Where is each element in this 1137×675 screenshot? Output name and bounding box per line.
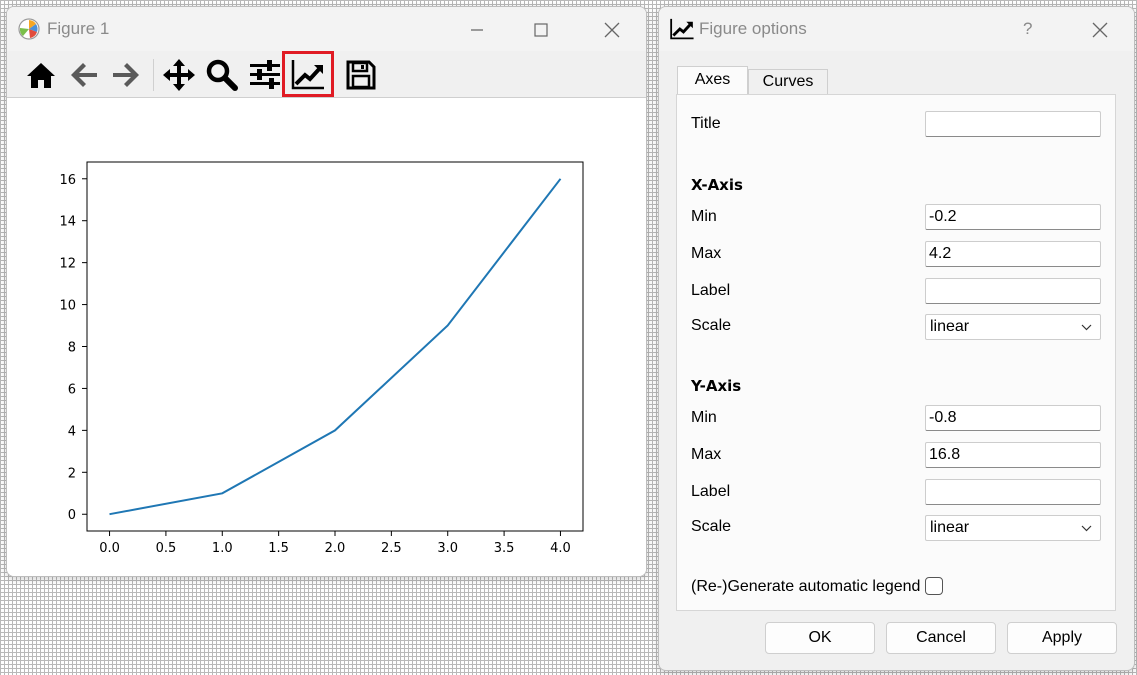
title-input[interactable] — [925, 111, 1101, 137]
highlight-box — [282, 51, 334, 97]
back-arrow-icon[interactable] — [66, 57, 102, 93]
x-tick-label: 3.5 — [494, 541, 515, 556]
plot-canvas[interactable]: 0.0 0.5 1.0 1.5 2.0 2.5 3.0 3.5 4.0 0 2 4 6 8 10 12 14 16 — [7, 98, 646, 576]
x-tick-label: 1.0 — [212, 541, 233, 556]
close-button[interactable] — [589, 15, 635, 45]
y-tick-label: 12 — [59, 257, 76, 272]
y-scale-label: Scale — [691, 518, 732, 535]
x-scale-value: linear — [930, 318, 970, 335]
y-max-input[interactable]: 16.8 — [925, 442, 1101, 468]
y-tick-label: 6 — [68, 382, 76, 397]
options-window-title: Figure options — [699, 19, 807, 38]
close-button[interactable] — [1077, 15, 1123, 45]
options-titlebar: Figure options ? — [659, 7, 1134, 51]
axes-frame — [86, 161, 584, 532]
x-tick-label: 0.5 — [156, 541, 177, 556]
chevron-down-icon — [1081, 525, 1092, 532]
y-label-input[interactable] — [925, 479, 1101, 505]
zoom-icon[interactable] — [204, 57, 240, 93]
x-scale-select[interactable]: linear — [925, 314, 1101, 340]
y-tick-label: 2 — [68, 466, 76, 481]
x-tick-label: 4.0 — [550, 541, 571, 556]
line-chart: 0.0 0.5 1.0 1.5 2.0 2.5 3.0 3.5 4.0 0 2 4 6 8 10 12 14 16 — [59, 161, 584, 556]
axes-tab-panel: Title X-Axis Min -0.2 Max 4.2 Label Scal… — [676, 94, 1116, 611]
y-tick-label: 14 — [59, 215, 76, 230]
x-min-label: Min — [691, 208, 717, 225]
tab-curves[interactable]: Curves — [748, 69, 828, 95]
home-icon[interactable] — [23, 57, 59, 93]
subplots-config-icon[interactable] — [247, 57, 283, 93]
figure-window: Figure 1 — [6, 6, 647, 577]
x-tick-label: 3.0 — [437, 541, 458, 556]
help-button[interactable]: ? — [1023, 19, 1033, 38]
forward-arrow-icon[interactable] — [108, 57, 144, 93]
y-tick-label: 0 — [68, 508, 76, 523]
legend-checkbox[interactable] — [925, 577, 943, 595]
apply-button[interactable]: Apply — [1007, 622, 1117, 654]
chevron-down-icon — [1081, 324, 1092, 331]
y-label-label: Label — [691, 483, 731, 500]
edit-axis-icon — [669, 18, 695, 44]
x-tick-label: 2.0 — [325, 541, 346, 556]
x-min-input[interactable]: -0.2 — [925, 204, 1101, 230]
y-scale-value: linear — [930, 519, 970, 536]
x-scale-label: Scale — [691, 317, 732, 334]
series-line-0 — [109, 178, 562, 516]
x-max-label: Max — [691, 245, 722, 262]
title-label: Title — [691, 115, 721, 132]
y-axis-heading: Y-Axis — [691, 377, 742, 395]
edit-axis-icon[interactable] — [290, 57, 326, 93]
y-tick-label: 16 — [59, 173, 76, 188]
y-min-label: Min — [691, 409, 717, 426]
pan-icon[interactable] — [161, 57, 197, 93]
y-tick-label: 8 — [68, 341, 76, 356]
matplotlib-logo-icon — [17, 17, 41, 45]
maximize-button[interactable] — [518, 15, 564, 45]
legend-label: (Re-)Generate automatic legend — [691, 578, 921, 595]
cancel-button[interactable]: Cancel — [886, 622, 996, 654]
figure-titlebar: Figure 1 — [7, 7, 646, 51]
y-tick-label: 4 — [68, 424, 76, 439]
x-label-label: Label — [691, 282, 731, 299]
x-tick-label: 2.5 — [381, 541, 402, 556]
x-axis-heading: X-Axis — [691, 176, 743, 194]
save-icon[interactable] — [343, 57, 379, 93]
y-tick-label: 10 — [59, 299, 76, 314]
toolbar-separator — [153, 59, 154, 91]
minimize-button[interactable] — [454, 15, 500, 45]
x-tick-label: 1.5 — [268, 541, 289, 556]
x-label-input[interactable] — [925, 278, 1101, 304]
ok-button[interactable]: OK — [765, 622, 875, 654]
y-scale-select[interactable]: linear — [925, 515, 1101, 541]
figure-options-dialog: Figure options ? Curves Axes Title X-Axi… — [658, 6, 1135, 671]
y-max-label: Max — [691, 446, 722, 463]
x-tick-label: 0.0 — [99, 541, 120, 556]
tab-axes[interactable]: Axes — [677, 66, 748, 95]
navigation-toolbar — [7, 51, 646, 98]
y-min-input[interactable]: -0.8 — [925, 405, 1101, 431]
figure-window-title: Figure 1 — [47, 19, 110, 38]
x-max-input[interactable]: 4.2 — [925, 241, 1101, 267]
